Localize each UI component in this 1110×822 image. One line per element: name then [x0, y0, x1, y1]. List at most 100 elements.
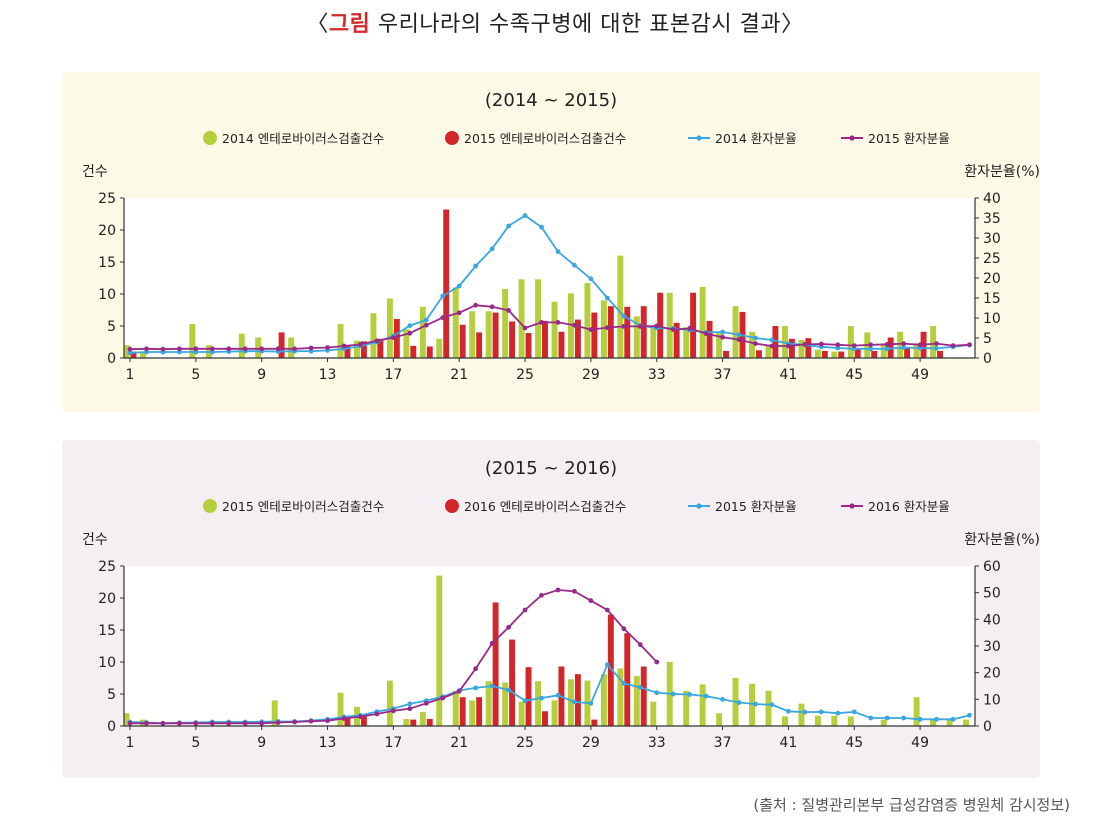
legend-label: 2015 엔테로바이러스검출건수 [464, 131, 626, 146]
x-tick-label: 37 [714, 367, 732, 383]
series-point-purple [160, 346, 166, 352]
y-left-axis-label: 건수 [82, 164, 108, 180]
y-left-tick-label: 10 [98, 655, 116, 671]
y-right-tick-label: 20 [983, 666, 1001, 682]
series-point-purple [555, 587, 561, 593]
series-point-purple [835, 342, 841, 348]
series-point-purple [160, 720, 166, 726]
legend-marker-dot [849, 135, 855, 141]
x-tick-label: 21 [450, 735, 468, 751]
series-point-blue [753, 701, 758, 707]
series-point-purple [934, 341, 939, 346]
bar-red [591, 719, 598, 726]
series-point-purple [358, 342, 363, 347]
series-point-purple [621, 324, 627, 329]
series-point-blue [127, 350, 133, 356]
y-right-tick-label: 20 [983, 271, 1001, 287]
bar-green [140, 351, 146, 358]
bar-green [518, 701, 525, 726]
series-point-blue [456, 283, 462, 289]
x-tick-label: 13 [319, 367, 337, 383]
series-point-purple [358, 714, 363, 720]
series-point-blue [604, 295, 610, 301]
bar-red [871, 350, 878, 358]
bar-green [469, 311, 476, 358]
bar-red [937, 350, 943, 358]
bar-red [690, 292, 697, 358]
chart-title: (2014 ~ 2015) [485, 90, 617, 111]
series-point-blue [703, 693, 709, 699]
y-right-tick-label: 15 [983, 291, 1001, 307]
bar-green [633, 676, 640, 726]
bar-red [591, 312, 598, 358]
series-point-purple [588, 327, 594, 332]
x-tick-label: 5 [191, 735, 200, 751]
bar-green [913, 697, 920, 726]
series-point-blue [917, 716, 923, 722]
bar-red [640, 306, 647, 358]
bar-green [749, 683, 755, 726]
series-point-purple [654, 323, 660, 329]
series-point-purple [884, 342, 890, 347]
y-left-tick-label: 20 [98, 591, 116, 607]
bar-green [386, 298, 393, 358]
bar-red [723, 350, 729, 358]
bar-green [814, 715, 821, 726]
y-right-tick-label: 25 [983, 251, 1001, 267]
series-point-purple [308, 345, 314, 351]
series-point-blue [572, 262, 577, 268]
series-point-blue [506, 223, 511, 229]
legend-label: 2015 환자분율 [868, 131, 950, 146]
series-point-purple [621, 626, 627, 632]
x-tick-label: 45 [845, 735, 863, 751]
series-point-blue [670, 691, 676, 697]
series-point-purple [604, 607, 610, 613]
series-point-purple [868, 342, 874, 348]
series-point-purple [637, 324, 643, 329]
series-point-blue [934, 346, 939, 351]
bar-green [963, 719, 969, 726]
bar-green [403, 329, 410, 358]
bar-red [854, 348, 861, 358]
bar-red [624, 306, 631, 358]
bar-green [847, 326, 854, 358]
series-point-purple [786, 343, 791, 349]
legend-marker-dot [696, 135, 702, 141]
bar-green [798, 340, 805, 358]
bar-green [386, 680, 393, 726]
chart-panel-2015-2016: (2015 ~ 2016) 2015 엔테로바이러스검출건수 2016 엔테로바이러… [62, 440, 1040, 778]
series-point-purple [539, 320, 544, 325]
bar-red [459, 697, 466, 726]
bar-green [765, 690, 772, 726]
series-point-purple [242, 720, 248, 726]
bar-green [271, 700, 278, 726]
series-point-purple [308, 718, 314, 724]
bar-green [502, 682, 509, 726]
plot-area [124, 198, 975, 358]
y-right-tick-label: 50 [983, 586, 1001, 602]
bar-green [650, 701, 657, 726]
series-point-purple [506, 308, 511, 313]
series-point-blue [818, 709, 824, 715]
x-tick-label: 1 [126, 367, 135, 383]
series-point-purple [588, 598, 594, 604]
series-point-purple [325, 345, 330, 350]
x-tick-label: 29 [582, 367, 600, 383]
series-point-blue [522, 213, 528, 219]
bar-red [393, 318, 400, 358]
y-left-tick-label: 15 [98, 623, 116, 639]
bar-red [130, 351, 137, 358]
bar-red [805, 338, 812, 358]
y-right-tick-label: 5 [983, 331, 992, 347]
series-point-purple [176, 346, 182, 352]
x-tick-label: 21 [450, 367, 468, 383]
bar-red [377, 338, 384, 358]
bar-red [821, 350, 828, 358]
series-point-blue [736, 332, 742, 338]
bar-green [502, 288, 509, 358]
series-point-purple [917, 342, 923, 348]
bar-red [772, 326, 779, 358]
x-tick-label: 17 [384, 735, 402, 751]
bar-red [443, 209, 450, 358]
series-point-purple [292, 719, 297, 725]
